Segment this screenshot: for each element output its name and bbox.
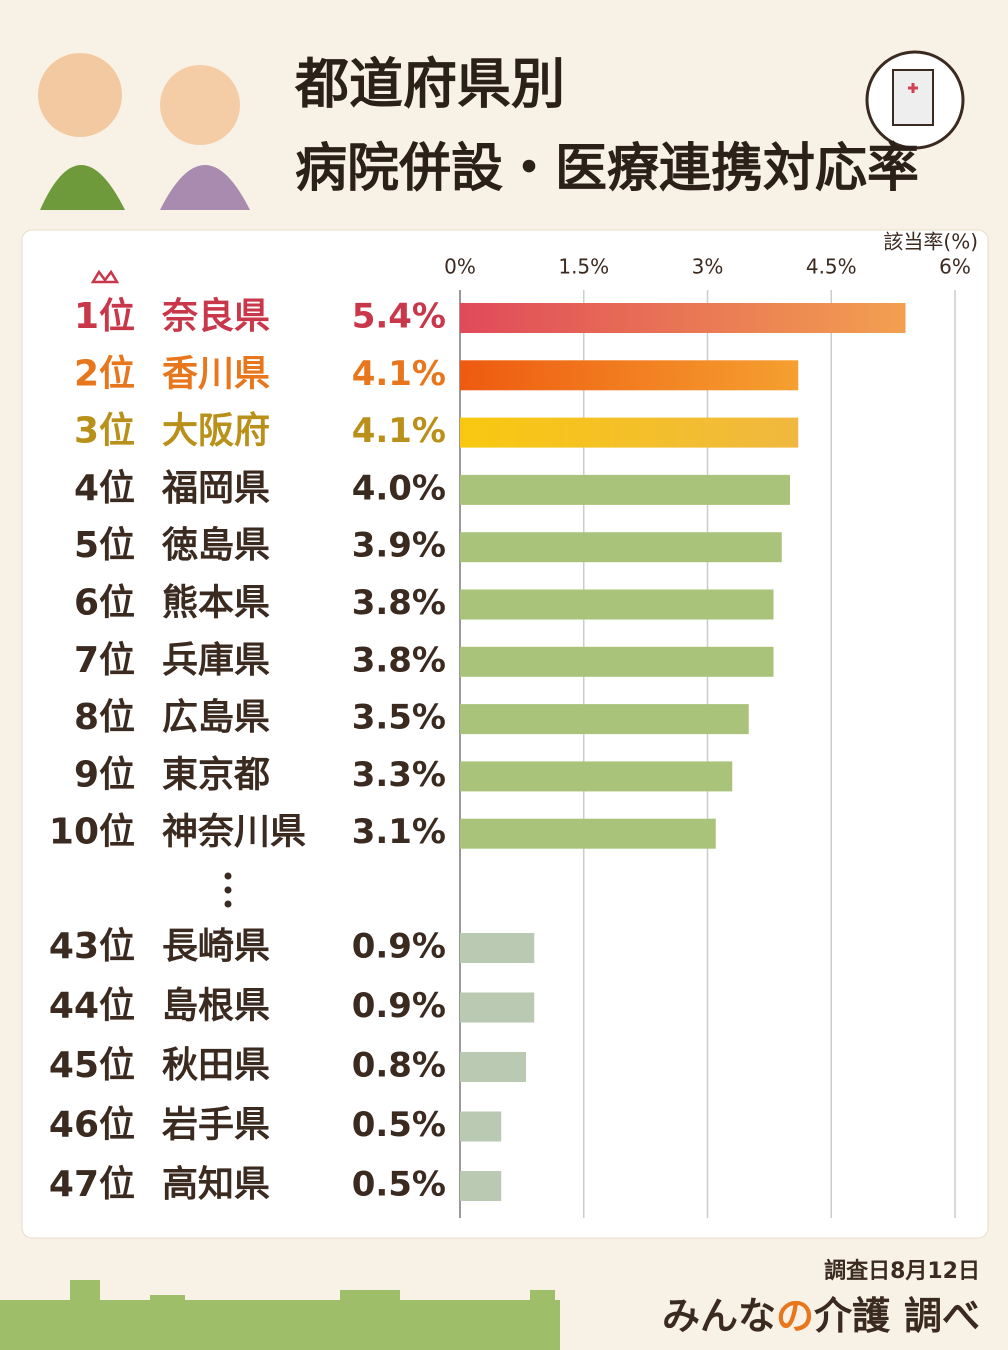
bar	[460, 992, 535, 1023]
value-label: 3.9%	[352, 526, 446, 566]
x-tick-label: 4.5%	[806, 255, 857, 279]
rank: 43位	[49, 926, 135, 967]
bar	[460, 646, 774, 677]
x-tick-label: 0%	[444, 255, 476, 279]
value-label: 3.8%	[352, 640, 446, 680]
bar	[460, 1052, 526, 1082]
value-label: 0.8%	[352, 1046, 446, 1086]
category-label: 高知県	[162, 1164, 270, 1205]
title: 病院併設・医療連携対応率	[295, 139, 919, 199]
bar	[460, 303, 906, 333]
bar	[460, 589, 774, 620]
x-tick-label: 1.5%	[558, 255, 609, 279]
illustration	[38, 50, 965, 210]
rank: 8位	[74, 697, 135, 738]
rank: 5位	[74, 525, 135, 566]
category-label: 神奈川県	[162, 812, 306, 853]
bar	[460, 474, 790, 505]
rank: 1位	[74, 296, 135, 337]
category-label: 大阪府	[162, 410, 270, 452]
city	[0, 1280, 560, 1350]
category-label: 島根県	[162, 986, 270, 1027]
bar	[460, 933, 535, 963]
title: 都道府県別	[294, 53, 565, 116]
value-label: 3.5%	[352, 698, 446, 738]
value-label: 0.5%	[352, 1165, 446, 1205]
rank: 45位	[49, 1045, 135, 1086]
value-label: 0.9%	[352, 986, 446, 1026]
value-label: 3.3%	[352, 755, 446, 795]
value-label: 0.9%	[352, 927, 446, 967]
bar	[460, 761, 733, 792]
ellipsis	[224, 872, 232, 908]
category-label: 奈良県	[161, 296, 270, 337]
value-label: 5.4%	[352, 297, 446, 337]
category-label: 東京都	[162, 753, 270, 795]
rank: 4位	[74, 468, 135, 509]
brand-part: 介護	[814, 1294, 891, 1338]
rank: 7位	[74, 640, 135, 681]
rank: 10位	[49, 812, 135, 853]
bar	[460, 1171, 502, 1201]
category-label: 香川県	[162, 353, 270, 394]
category-label: 福岡県	[161, 468, 270, 509]
category-label: 岩手県	[162, 1105, 270, 1146]
value-label: 4.0%	[352, 468, 446, 508]
bar	[460, 360, 799, 391]
category-label: 秋田県	[162, 1045, 270, 1086]
brand: みんなの介護 調べ	[662, 1294, 980, 1338]
rank: 44位	[49, 986, 135, 1027]
bar	[460, 1111, 502, 1142]
rank: 46位	[49, 1105, 135, 1146]
bar	[460, 704, 749, 735]
bar	[460, 417, 799, 448]
value-label: 4.1%	[352, 411, 446, 451]
crown	[90, 269, 120, 284]
rank: 47位	[49, 1164, 135, 1205]
value-label: 3.1%	[352, 812, 446, 852]
value-label: 3.8%	[352, 583, 446, 623]
category-label: 熊本県	[162, 583, 270, 624]
category-label: 広島県	[162, 697, 270, 738]
brand-part: の	[776, 1294, 814, 1338]
x-tick-label: 6%	[939, 255, 971, 279]
rank: 2位	[74, 353, 135, 394]
rank: 6位	[74, 583, 135, 624]
rank: 9位	[74, 754, 135, 795]
brand-suffix: 調べ	[904, 1294, 980, 1338]
axis-label: 該当率(%)	[883, 230, 978, 254]
value-label: 0.5%	[352, 1105, 446, 1145]
category-label: 兵庫県	[162, 640, 270, 681]
bar	[460, 532, 782, 563]
bar	[460, 818, 716, 849]
rank: 3位	[74, 411, 135, 452]
brand-part: みんな	[662, 1294, 776, 1338]
survey-date: 調査日8月12日	[824, 1258, 980, 1284]
category-label: 徳島県	[161, 525, 270, 566]
value-label: 4.1%	[352, 354, 446, 394]
x-tick-label: 3%	[692, 255, 724, 279]
category-label: 長崎県	[162, 926, 270, 967]
